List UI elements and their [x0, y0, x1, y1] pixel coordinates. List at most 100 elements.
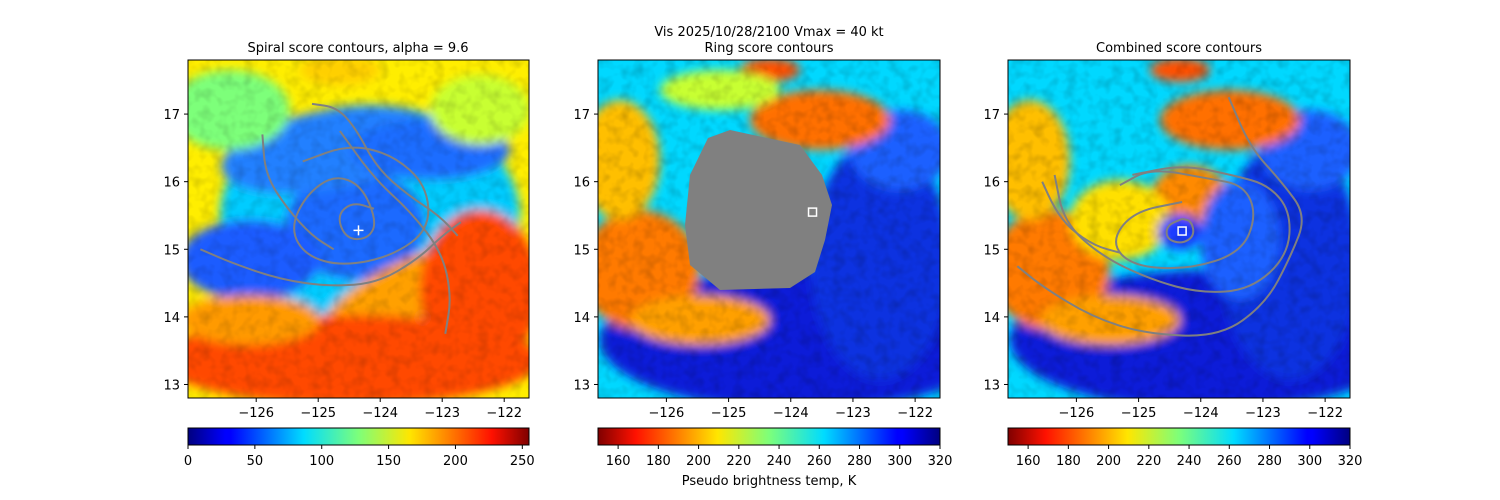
combined-contour-left [1041, 181, 1121, 254]
colorbar: 160 180 200 220 240 260 280 300 320 [597, 427, 953, 469]
colorbar-tick-label: 180 [646, 454, 671, 469]
x-tick-label: −122 [1307, 406, 1343, 421]
x-tick-label: −123 [835, 406, 871, 421]
colorbar-tick-label: 320 [1338, 454, 1363, 469]
x-tick-label: −126 [1059, 406, 1095, 421]
colorbar: 0 50 100 150 200 250 [184, 427, 535, 469]
y-tick-label: 13 [983, 378, 1000, 393]
colorbar-tick-label: 300 [887, 454, 912, 469]
colorbar-tick-label: 100 [309, 454, 334, 469]
colorbar-gradient [597, 427, 941, 446]
combined-contour-big [1016, 96, 1303, 337]
axis-ticks: −126 −125 −124 −123 −122 13 14 15 16 17 [573, 108, 933, 421]
center-marker [353, 225, 364, 236]
colorbar-tick-label: 260 [807, 454, 832, 469]
y-tick-label: 16 [573, 176, 590, 191]
colorbar-tick-label: 150 [376, 454, 401, 469]
y-tick-label: 16 [163, 176, 180, 191]
panel-combined: Combined score contours −126 −12 [983, 41, 1363, 469]
colorbar-tick-label: 200 [686, 454, 711, 469]
y-tick-label: 13 [573, 378, 590, 393]
center-marker [1177, 226, 1187, 236]
y-tick-label: 16 [983, 176, 1000, 191]
x-tick-label: −122 [486, 406, 522, 421]
y-tick-label: 13 [163, 378, 180, 393]
y-tick-label: 15 [573, 243, 590, 258]
colorbar-tick-label: 200 [1096, 454, 1121, 469]
colorbar-tick-label: 200 [443, 454, 468, 469]
heatmap-image [598, 60, 940, 398]
colorbar-tick-label: 240 [1177, 454, 1202, 469]
x-tick-label: −126 [649, 406, 685, 421]
figure-suptitle: Vis 2025/10/28/2100 Vmax = 40 kt [654, 25, 883, 40]
combined-contour-mid [1115, 170, 1255, 270]
spiral-contour-inner [293, 146, 430, 265]
y-tick-label: 17 [983, 108, 1000, 123]
panel-ring: Ring score contours −126 −125 −124 −123 −122… [573, 41, 953, 489]
colorbar-tick-label: 50 [247, 454, 264, 469]
combined-contour-inner [1165, 217, 1195, 244]
center-plus-marker [353, 225, 364, 236]
colorbar-label: Pseudo brightness temp, K [682, 474, 857, 489]
axes-frame [1007, 59, 1351, 399]
colorbar-tick-label: 250 [510, 454, 535, 469]
x-tick-label: −125 [300, 406, 336, 421]
panel-title: Ring score contours [704, 41, 833, 56]
y-tick-label: 17 [163, 108, 180, 123]
axes-frame [187, 59, 530, 399]
colorbar-gradient [1007, 427, 1351, 446]
x-tick-label: −124 [773, 406, 809, 421]
heatmap-image [1008, 60, 1350, 398]
x-tick-label: −125 [711, 406, 747, 421]
heatmap-image [188, 60, 529, 398]
colorbar-tick-label: 220 [1136, 454, 1161, 469]
colorbar-tick-label: 300 [1297, 454, 1322, 469]
panel-title: Combined score contours [1096, 41, 1262, 56]
colorbar-ticks: 0 50 100 150 200 250 [184, 445, 535, 469]
colorbar-tick-label: 180 [1056, 454, 1081, 469]
contour-lines [1016, 96, 1303, 337]
panel-title: Spiral score contours, alpha = 9.6 [247, 41, 468, 56]
x-tick-label: −123 [1245, 406, 1281, 421]
colorbar-tick-label: 260 [1217, 454, 1242, 469]
colorbar-gradient [187, 427, 530, 446]
x-tick-label: −125 [1121, 406, 1157, 421]
colorbar-tick-label: 240 [767, 454, 792, 469]
panel-spiral: Spiral score contours, alpha = 9.6 [163, 41, 535, 469]
x-tick-label: −126 [238, 406, 274, 421]
x-tick-label: −124 [1183, 406, 1219, 421]
colorbar: 160 180 200 220 240 260 280 300 320 [1007, 427, 1363, 469]
colorbar-tick-label: 320 [928, 454, 953, 469]
mask-region [685, 130, 832, 290]
y-tick-label: 14 [983, 311, 1000, 326]
colorbar-ticks: 160 180 200 220 240 260 280 300 320 [606, 445, 953, 469]
center-square-marker [807, 207, 818, 217]
center-square-marker [1177, 226, 1187, 236]
y-tick-label: 14 [573, 311, 590, 326]
axis-ticks: −126 −125 −124 −123 −122 13 14 15 16 17 [163, 108, 522, 421]
spiral-contour-top [311, 102, 459, 237]
spiral-contour-left [261, 134, 335, 251]
y-tick-label: 15 [983, 243, 1000, 258]
spiral-contour-outer [200, 221, 462, 287]
y-tick-label: 14 [163, 311, 180, 326]
x-tick-label: −122 [897, 406, 933, 421]
colorbar-tick-label: 280 [1257, 454, 1282, 469]
y-tick-label: 17 [573, 108, 590, 123]
axis-ticks: −126 −125 −124 −123 −122 13 14 15 16 17 [983, 108, 1343, 421]
colorbar-tick-label: 220 [726, 454, 751, 469]
contour-lines [200, 102, 462, 334]
colorbar-tick-label: 0 [184, 454, 192, 469]
colorbar-ticks: 160 180 200 220 240 260 280 300 320 [1016, 445, 1363, 469]
y-tick-label: 15 [163, 243, 180, 258]
colorbar-tick-label: 160 [606, 454, 631, 469]
x-tick-label: −124 [362, 406, 398, 421]
axes-frame [597, 59, 941, 399]
center-marker [807, 207, 818, 217]
colorbar-tick-label: 280 [847, 454, 872, 469]
colorbar-tick-label: 160 [1016, 454, 1041, 469]
x-tick-label: −123 [424, 406, 460, 421]
spiral-contour-arm [339, 130, 451, 334]
